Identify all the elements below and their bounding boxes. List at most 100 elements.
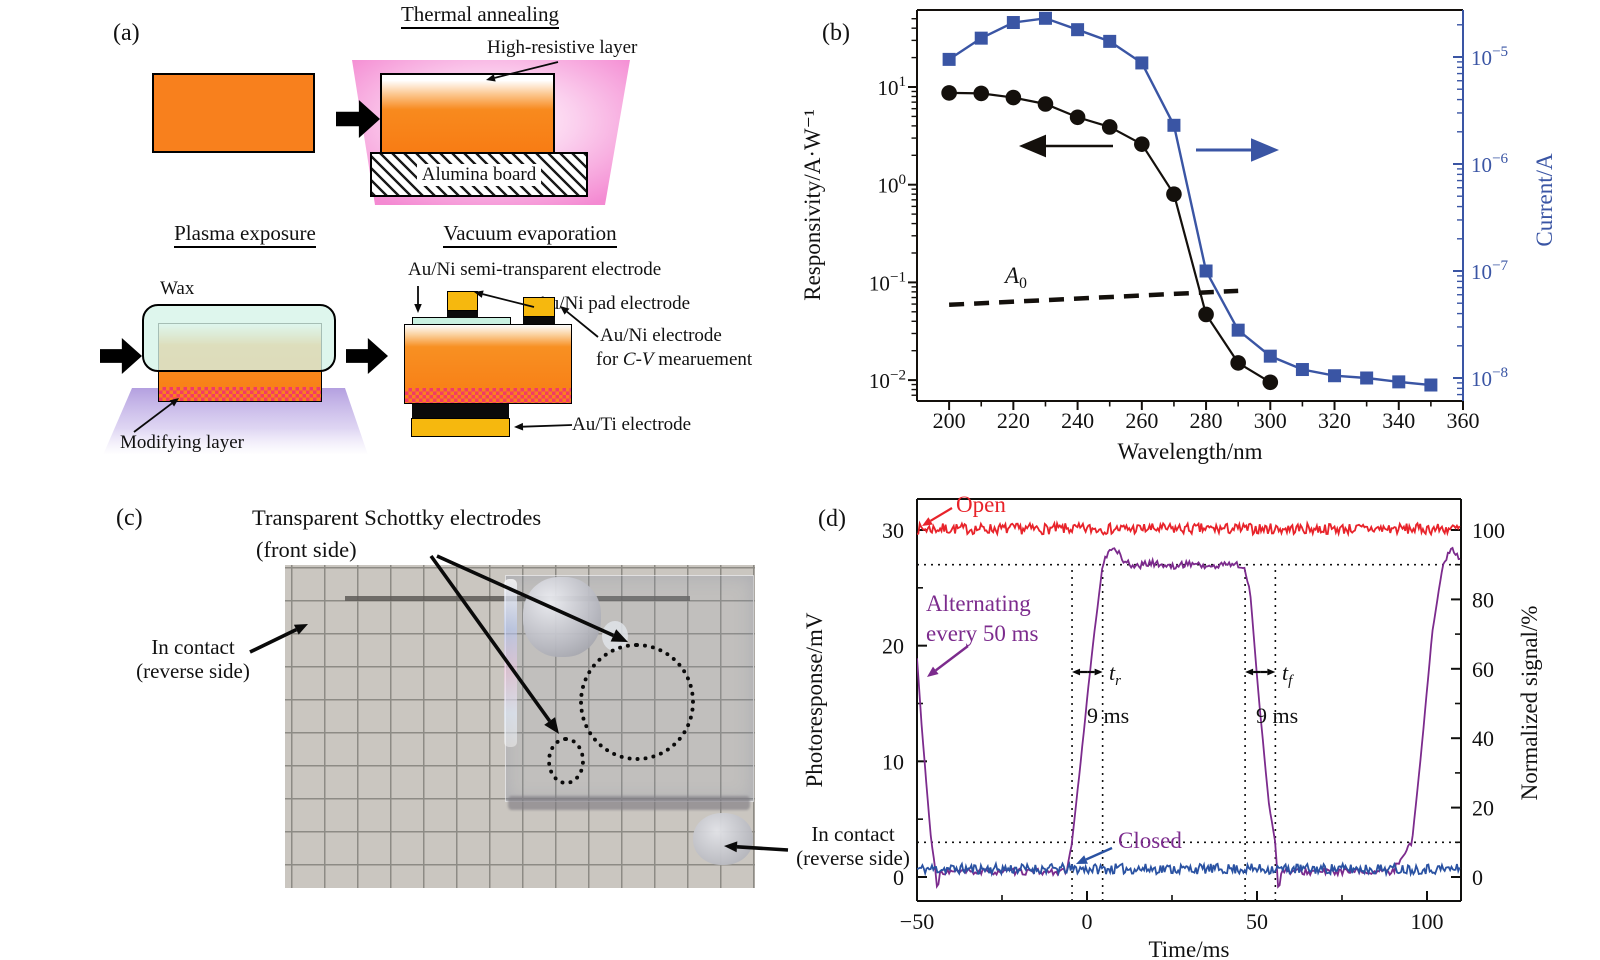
silver-paste-bottom-right: [693, 813, 753, 865]
large-schottky-electrode-outline: [579, 643, 695, 761]
current-point: [1199, 264, 1213, 278]
current-point: [974, 31, 988, 45]
alternating-label-2: every 50 ms: [926, 621, 1038, 646]
current-point: [1135, 56, 1149, 70]
right-tick-label: 60: [1472, 657, 1494, 682]
cv-electrode-base: [523, 317, 555, 324]
panel-b: (b) 200 220 240 260 280 300 320 340 360 101 100 10−…: [800, 0, 1600, 470]
panel-a: (a) Thermal annealing High-resistive lay…: [0, 0, 800, 480]
fall-time-symbol: tf: [1282, 660, 1294, 689]
callout-arrow: [522, 424, 573, 428]
panel-c-title: Transparent Schottky electrodes: [252, 505, 542, 530]
fall-time-value: 9 ms: [1256, 703, 1298, 728]
current-point: [1295, 363, 1309, 377]
closed-trace: [917, 860, 1461, 878]
current-line: [948, 17, 1431, 387]
left-axis-title: Responsivity/A·W⁻¹: [800, 109, 825, 301]
panel-c-subtitle: (front side): [256, 537, 357, 562]
open-label: Open: [956, 492, 1006, 517]
small-schottky-electrode-outline: [547, 737, 585, 785]
current-point: [1071, 23, 1085, 37]
panel-d: (d) −50 0 50 100 0 10 20 30 0 20 40 60 80 100 tr 9 ms tf…: [800, 480, 1600, 960]
callout-arrow: [133, 402, 173, 433]
current-point: [1424, 378, 1438, 392]
interval-arrow-head: [1245, 668, 1254, 676]
x-tick-label: 100: [1411, 909, 1444, 934]
wax-box: [142, 304, 336, 372]
closed-label: Closed: [1118, 828, 1182, 853]
interval-arrow-head: [1072, 668, 1081, 676]
vacuum-title: Vacuum evaporation: [395, 221, 665, 249]
alumina-board: Alumina board: [370, 152, 588, 197]
panel-c: (c) Transparent Schottky electrodes (fro…: [0, 480, 910, 960]
alternating-label-1: Alternating: [926, 591, 1031, 616]
responsivity-point: [1262, 374, 1279, 391]
panel-c-label: (c): [116, 505, 143, 531]
left-tick-label: 10−1: [869, 270, 906, 296]
closed-pointer-head: [1076, 855, 1088, 864]
right-tick-label: 80: [1472, 587, 1494, 612]
responsivity-point: [1198, 306, 1214, 323]
callout-arrow-head: [474, 290, 484, 298]
left-tick-label: 100: [877, 172, 906, 198]
a0-label: A0: [1003, 263, 1027, 292]
right-axis-arrow-head: [1251, 138, 1279, 162]
callout-arrow-head: [724, 841, 738, 853]
x-tick-label: 260: [1125, 408, 1158, 433]
closed-pointer: [1085, 846, 1113, 861]
responsivity-point: [1037, 96, 1054, 112]
left-tick-label: 30: [882, 518, 904, 543]
left-tick-label: 20: [882, 634, 904, 659]
backside-black-layer: [412, 404, 509, 418]
responsivity-point: [1069, 109, 1086, 126]
modifying-layer-band: [159, 387, 321, 401]
left-axis-title: Photoresponse/mV: [802, 612, 827, 787]
interval-arrow-head: [1267, 668, 1276, 676]
current-point: [942, 52, 956, 66]
callout-arrow-head: [514, 422, 524, 431]
right-tick-label: 0: [1472, 865, 1483, 890]
responsivity-point: [941, 85, 957, 101]
callout-arrow-head: [293, 624, 308, 635]
left-tick-label: 0: [893, 865, 904, 890]
open-trace: [917, 520, 1461, 538]
current-point: [1167, 118, 1181, 132]
x-tick-label: 0: [1082, 909, 1093, 934]
silver-paste-top-left: [523, 577, 601, 657]
panel-d-label: (d): [818, 506, 846, 532]
alternating-pointer: [935, 645, 969, 672]
callout-arrow: [249, 628, 298, 654]
cv-electrode-callout-2: for C-V mearuement: [596, 349, 753, 370]
cv-electrode: [523, 297, 555, 317]
x-axis-title: Wavelength/nm: [1117, 439, 1262, 464]
responsivity-point: [1005, 89, 1022, 106]
panel-b-label: (b): [822, 20, 850, 46]
x-tick-label: 300: [1254, 408, 1287, 433]
responsivity-point: [1166, 186, 1182, 202]
right-tick-label: 100: [1472, 518, 1505, 543]
callout-arrow-head: [414, 304, 422, 313]
right-tick-label: 20: [1472, 796, 1494, 821]
panel-a-label: (a): [113, 20, 140, 46]
annealed-sample-rect: [380, 73, 555, 154]
x-tick-label: −50: [900, 909, 934, 934]
pad-electrode: [447, 291, 478, 311]
callout-arrow: [736, 845, 789, 852]
left-axis-arrow-head: [1019, 134, 1046, 158]
open-pointer-head: [922, 517, 933, 526]
callout-arrow: [482, 293, 535, 308]
right-tick-label: 10−8: [1471, 365, 1508, 391]
pad-electrode-callout: Au/Ni pad electrode: [536, 293, 691, 314]
slab-edge-streak: [504, 579, 517, 747]
pad-electrode-base: [447, 311, 478, 318]
plasma-title: Plasma exposure: [140, 221, 350, 249]
responsivity-point: [973, 85, 990, 102]
device-modifying-band: [405, 388, 571, 403]
wax-label: Wax: [160, 278, 195, 299]
x-tick-label: 320: [1318, 408, 1351, 433]
x-tick-label: 280: [1190, 408, 1223, 433]
callout-arrow-head: [560, 306, 570, 315]
x-tick-label: 240: [1061, 408, 1094, 433]
sample-photo: [285, 565, 755, 888]
